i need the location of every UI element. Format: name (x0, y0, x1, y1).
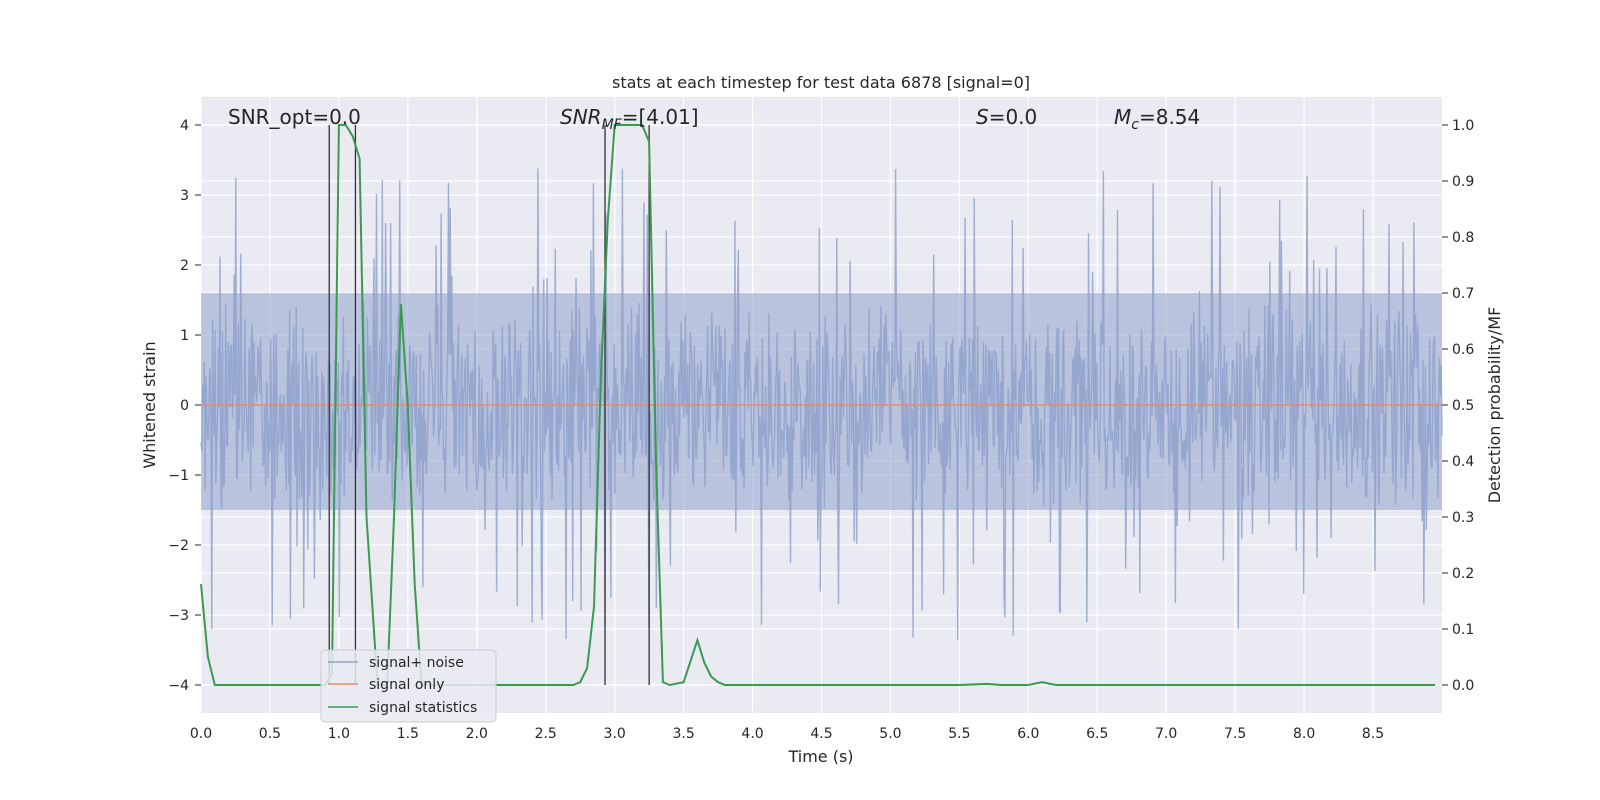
y-right-tick-label: 0.3 (1452, 510, 1474, 526)
y-axis-left-label: Whitened strain (140, 341, 159, 468)
x-tick-label: 4.0 (741, 726, 763, 742)
x-tick-label: 8.5 (1362, 726, 1384, 742)
line-signal-statistics (200, 124, 1436, 687)
y-left-tick-label: 2 (180, 258, 189, 274)
y-left-tick-label: −1 (168, 468, 189, 484)
annotation-mc: Mc=8.54 (1114, 105, 1200, 133)
x-tick-label: 7.0 (1155, 726, 1177, 742)
y-right-tick-label: 0.5 (1452, 398, 1474, 414)
y-left-tick-label: −2 (168, 538, 189, 554)
annotation-s: S=0.0 (976, 105, 1037, 129)
y-right-tick-label: 0.1 (1452, 622, 1474, 638)
x-tick-label: 4.5 (810, 726, 832, 742)
x-tick-label: 0.5 (259, 726, 281, 742)
y-right-tick-label: 0.4 (1452, 454, 1474, 470)
x-tick-label: 2.5 (535, 726, 557, 742)
series-signal-statistics (200, 124, 1436, 687)
x-tick-label: 1.5 (397, 726, 419, 742)
legend: signal+ noise signal only signal statist… (320, 649, 497, 723)
chart-title: stats at each timestep for test data 687… (612, 73, 1030, 92)
y-right-tick-label: 0.0 (1452, 678, 1474, 694)
annotation-snr-mf: SNRMF=[4.01] (560, 105, 699, 133)
y-axis-right-label: Detection probability/MF (1485, 307, 1504, 504)
x-tick-label: 6.0 (1017, 726, 1039, 742)
noise-band (201, 293, 1442, 510)
legend-box (320, 649, 497, 723)
x-tick-label: 8.0 (1293, 726, 1315, 742)
y-axis-left-ticks: 4 3 2 1 0 −1 −2 −3 −4 (168, 118, 201, 694)
x-axis-label: Time (s) (787, 747, 853, 766)
y-right-tick-label: 0.2 (1452, 566, 1474, 582)
y-left-tick-label: −4 (168, 678, 189, 694)
y-right-tick-label: 0.7 (1452, 286, 1474, 302)
vertical-markers (328, 125, 650, 685)
x-tick-label: 7.5 (1224, 726, 1246, 742)
y-left-tick-label: 0 (180, 398, 189, 414)
y-left-tick-label: −3 (168, 608, 189, 624)
x-tick-label: 5.0 (879, 726, 901, 742)
legend-label-signal-statistics: signal statistics (369, 700, 477, 716)
x-axis-ticks: 0.0 0.5 1.0 1.5 2.0 2.5 3.0 3.5 4.0 4.5 5.0 5.5 6.0 6… (190, 726, 1384, 742)
y-axis-right-ticks: 1.0 0.9 0.8 0.7 0.6 0.5 0.4 0.3 0.2 0.1 0.0 (1442, 118, 1474, 694)
x-tick-label: 5.5 (948, 726, 970, 742)
legend-label-signal-only: signal only (369, 677, 444, 693)
y-left-tick-label: 4 (180, 118, 189, 134)
y-right-tick-label: 1.0 (1452, 118, 1474, 134)
x-tick-label: 2.0 (466, 726, 488, 742)
annotation-snr-opt: SNR_opt=0.0 (228, 105, 361, 129)
x-tick-label: 0.0 (190, 726, 212, 742)
legend-label-signal-plus-noise: signal+ noise (369, 655, 464, 671)
x-tick-label: 3.0 (604, 726, 626, 742)
y-left-tick-label: 3 (180, 188, 189, 204)
y-left-tick-label: 1 (180, 328, 189, 344)
x-tick-label: 1.0 (328, 726, 350, 742)
y-right-tick-label: 0.6 (1452, 342, 1474, 358)
y-right-tick-label: 0.8 (1452, 230, 1474, 246)
y-right-tick-label: 0.9 (1452, 174, 1474, 190)
x-tick-label: 3.5 (672, 726, 694, 742)
x-tick-label: 6.5 (1086, 726, 1108, 742)
